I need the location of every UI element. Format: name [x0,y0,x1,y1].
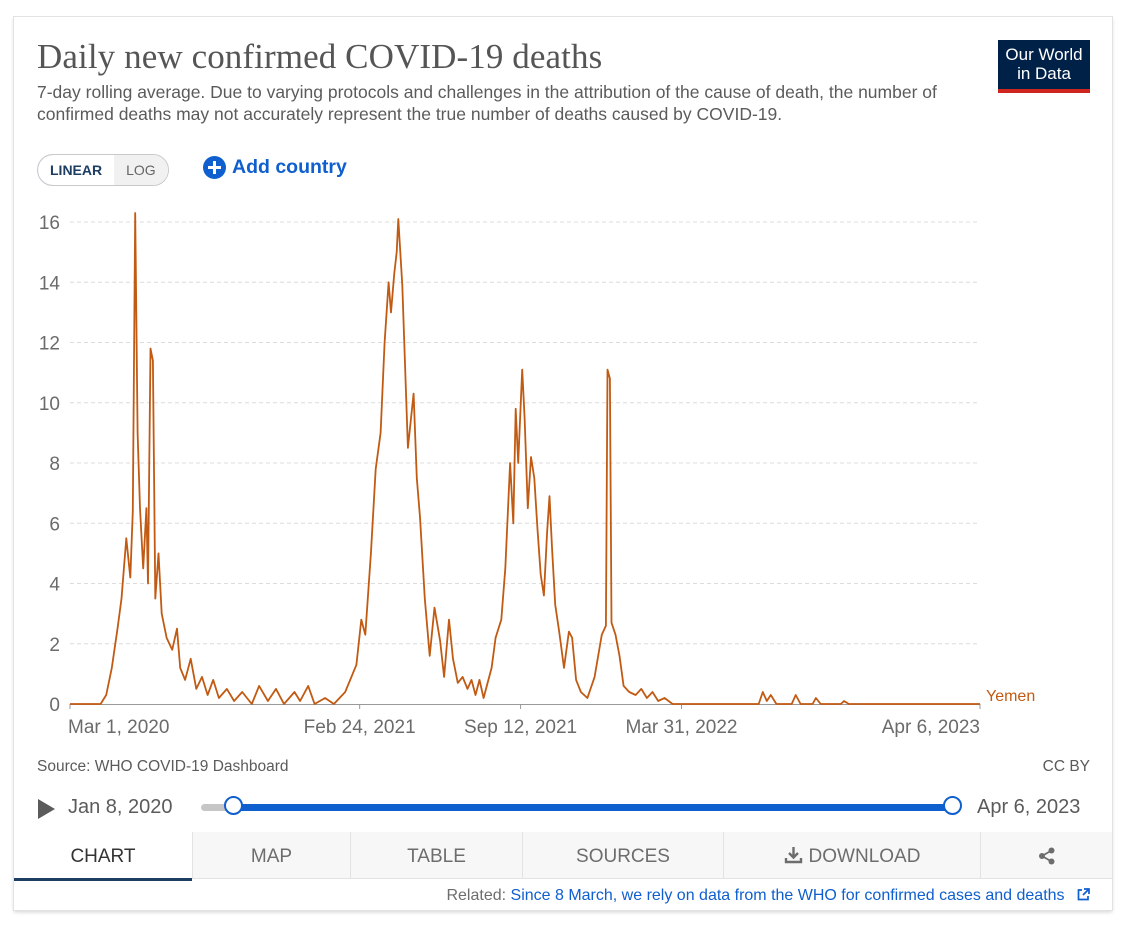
timeline: Jan 8, 2020 Apr 6, 2023 [14,792,1112,824]
timeline-end-handle[interactable] [943,796,962,815]
download-label: DOWNLOAD [808,846,921,867]
owid-logo[interactable]: Our World in Data [998,40,1090,93]
logo-line-2: in Data [1017,64,1071,83]
tab-bar: CHART MAP TABLE SOURCES DOWNLOAD [14,832,1112,881]
timeline-end-label: Apr 6, 2023 [977,796,1081,818]
x-tick-label: Apr 6, 2023 [882,717,980,738]
chart-title: Daily new confirmed COVID-19 deaths [37,37,603,76]
x-tick-label: Sep 12, 2021 [464,717,577,738]
external-link-icon[interactable] [1077,888,1090,901]
related-prefix: Related: [446,887,507,904]
line-chart: 0 2 4 6 8 10 12 14 16 Mar 1, 2020 Feb 24, 2021 Sep… [39,212,1035,738]
download-icon [784,847,802,864]
y-tick-label: 0 [49,695,60,716]
tab-sources[interactable]: SOURCES [522,832,723,879]
logo-line-1: Our World [1005,45,1083,64]
y-tick-label: 10 [39,394,60,415]
x-tick-label: Mar 31, 2022 [626,717,738,738]
x-tick-label: Mar 1, 2020 [68,717,169,738]
related-link[interactable]: Since 8 March, we rely on data from the … [510,887,1065,904]
play-icon[interactable] [38,799,55,819]
series-label: Yemen [986,688,1035,705]
chart-subtitle: 7-day rolling average. Due to varying pr… [37,82,937,124]
log-scale-button[interactable]: LOG [114,155,168,185]
scale-toggle: LINEAR LOG [37,154,169,186]
tab-share[interactable] [980,832,1112,879]
y-tick-label: 16 [39,213,60,234]
y-tick-label: 8 [49,454,60,475]
source-note: Source: WHO COVID-19 Dashboard [37,758,289,775]
timeline-start-label: Jan 8, 2020 [68,796,173,818]
tab-chart[interactable]: CHART [14,832,192,881]
tab-table[interactable]: TABLE [350,832,522,879]
plus-circle-icon [203,156,226,179]
share-icon [1038,847,1054,865]
y-tick-label: 2 [49,635,60,656]
tab-download[interactable]: DOWNLOAD [723,832,980,879]
chart-card: Daily new confirmed COVID-19 deaths 7-da… [14,17,1112,910]
y-tick-label: 12 [39,334,60,355]
y-tick-label: 4 [49,575,60,596]
series-layer: Yemen [70,212,1035,705]
add-country-label: Add country [232,156,347,178]
grid-lines [70,221,980,705]
y-tick-label: 14 [39,273,61,294]
license-link[interactable]: CC BY [1042,758,1090,775]
timeline-selected-range [233,804,953,811]
related-note: Related: Since 8 March, we rely on data … [446,887,1090,905]
add-country-button[interactable]: Add country [203,156,347,179]
timeline-start-handle[interactable] [224,796,243,815]
series-line-yemen [70,212,980,705]
x-axis-ticks: Mar 1, 2020 Feb 24, 2021 Sep 12, 2021 Mar 3… [68,704,981,738]
y-axis-ticks: 0 2 4 6 8 10 12 14 16 [39,213,61,716]
x-tick-label: Feb 24, 2021 [304,717,416,738]
tab-map[interactable]: MAP [192,832,350,879]
y-tick-label: 6 [49,514,60,535]
